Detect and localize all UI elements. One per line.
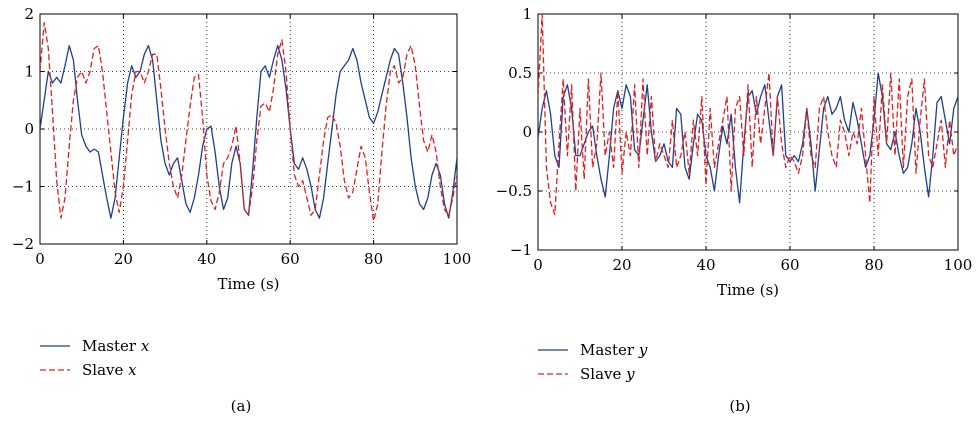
y-tick-label: −2 [12,235,34,253]
x-tick-label: 100 [944,256,973,274]
chart-b: 0 20 40 60 80 100 −1 −0.5 0 0.5 1 Time (s) Master y S… [496,5,973,415]
legend-entry: Slave y [580,365,635,383]
y-tick-label: 0 [24,120,34,138]
series-line-master-x [40,44,457,219]
legend-entry: Slave x [82,361,137,379]
x-tick-label: 0 [533,256,543,274]
x-tick-label: 0 [35,250,45,268]
y-tick-label: −1 [12,178,34,196]
legend-entry: Master y [580,341,648,359]
subfigure-caption: (a) [231,397,252,415]
x-axis-label: Time (s) [217,275,279,293]
series-line-slave-y [538,14,958,216]
x-tick-label: 60 [780,256,799,274]
x-tick-label: 80 [864,256,883,274]
y-tick-label: 0 [522,123,532,141]
x-tick-label: 100 [443,250,472,268]
x-tick-label: 60 [281,250,300,268]
x-tick-label: 20 [612,256,631,274]
y-tick-label: −1 [510,241,532,259]
y-tick-label: −0.5 [496,182,532,200]
y-tick-label: 1 [24,63,34,81]
x-tick-label: 40 [696,256,715,274]
series-line-master-y [538,72,958,204]
plot-area [537,13,959,251]
subfigure-caption: (b) [729,397,750,415]
y-tick-label: 2 [24,5,34,23]
x-tick-label: 20 [114,250,133,268]
x-axis-label: Time (s) [717,281,779,299]
x-tick-label: 80 [364,250,383,268]
legend-entry: Master x [82,337,150,355]
x-tick-label: 40 [197,250,216,268]
y-tick-label: 0.5 [508,64,532,82]
y-tick-label: 1 [522,5,532,23]
chart-a: 0 20 40 60 80 100 −2 −1 0 1 2 Time (s) Master x Slave… [12,5,471,415]
series-line-slave-x [40,21,457,222]
